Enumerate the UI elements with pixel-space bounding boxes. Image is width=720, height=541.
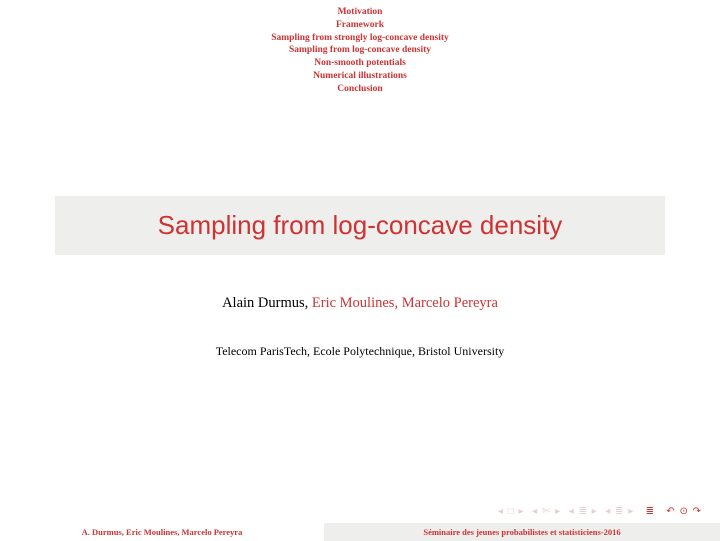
outline-item[interactable]: Numerical illustrations (0, 70, 720, 83)
author-coauthors: Eric Moulines, Marcelo Pereyra (312, 295, 498, 311)
section-outline: Motivation Framework Sampling from stron… (0, 6, 720, 96)
authors-line: Alain Durmus, Eric Moulines, Marcelo Per… (0, 295, 720, 312)
outline-item[interactable]: Motivation (0, 6, 720, 19)
affiliation: Telecom ParisTech, Ecole Polytechnique, … (0, 344, 720, 359)
author-main: Alain Durmus, (222, 295, 312, 311)
footer-authors: A. Durmus, Eric Moulines, Marcelo Pereyr… (0, 523, 324, 541)
outline-item[interactable]: Framework (0, 19, 720, 32)
nav-subsection-icon[interactable]: ◂ ≣ ▸ (569, 506, 598, 517)
slide-title: Sampling from log-concave density (65, 210, 655, 241)
nav-presentation-icon[interactable]: ≣ (646, 506, 655, 517)
title-block: Sampling from log-concave density (55, 196, 665, 255)
beamer-nav-symbols[interactable]: ◂ □ ▸ ◂ ✄ ▸ ◂ ≣ ▸ ◂ ≣ ▸ ≣ ↶ ⊙ ↷ (498, 506, 702, 517)
outline-item[interactable]: Sampling from strongly log-concave densi… (0, 32, 720, 45)
outline-item[interactable]: Sampling from log-concave density (0, 44, 720, 57)
nav-section-icon[interactable]: ◂ ≣ ▸ (605, 506, 634, 517)
outline-item[interactable]: Non-smooth potentials (0, 57, 720, 70)
nav-slide-icon[interactable]: ◂ □ ▸ (498, 506, 525, 517)
nav-backforward-icon[interactable]: ↶ ⊙ ↷ (666, 506, 702, 517)
outline-item[interactable]: Conclusion (0, 83, 720, 96)
nav-frame-icon[interactable]: ◂ ✄ ▸ (532, 506, 561, 517)
footer-bar: A. Durmus, Eric Moulines, Marcelo Pereyr… (0, 523, 720, 541)
footer-venue: Séminaire des jeunes probabilistes et st… (324, 523, 720, 541)
